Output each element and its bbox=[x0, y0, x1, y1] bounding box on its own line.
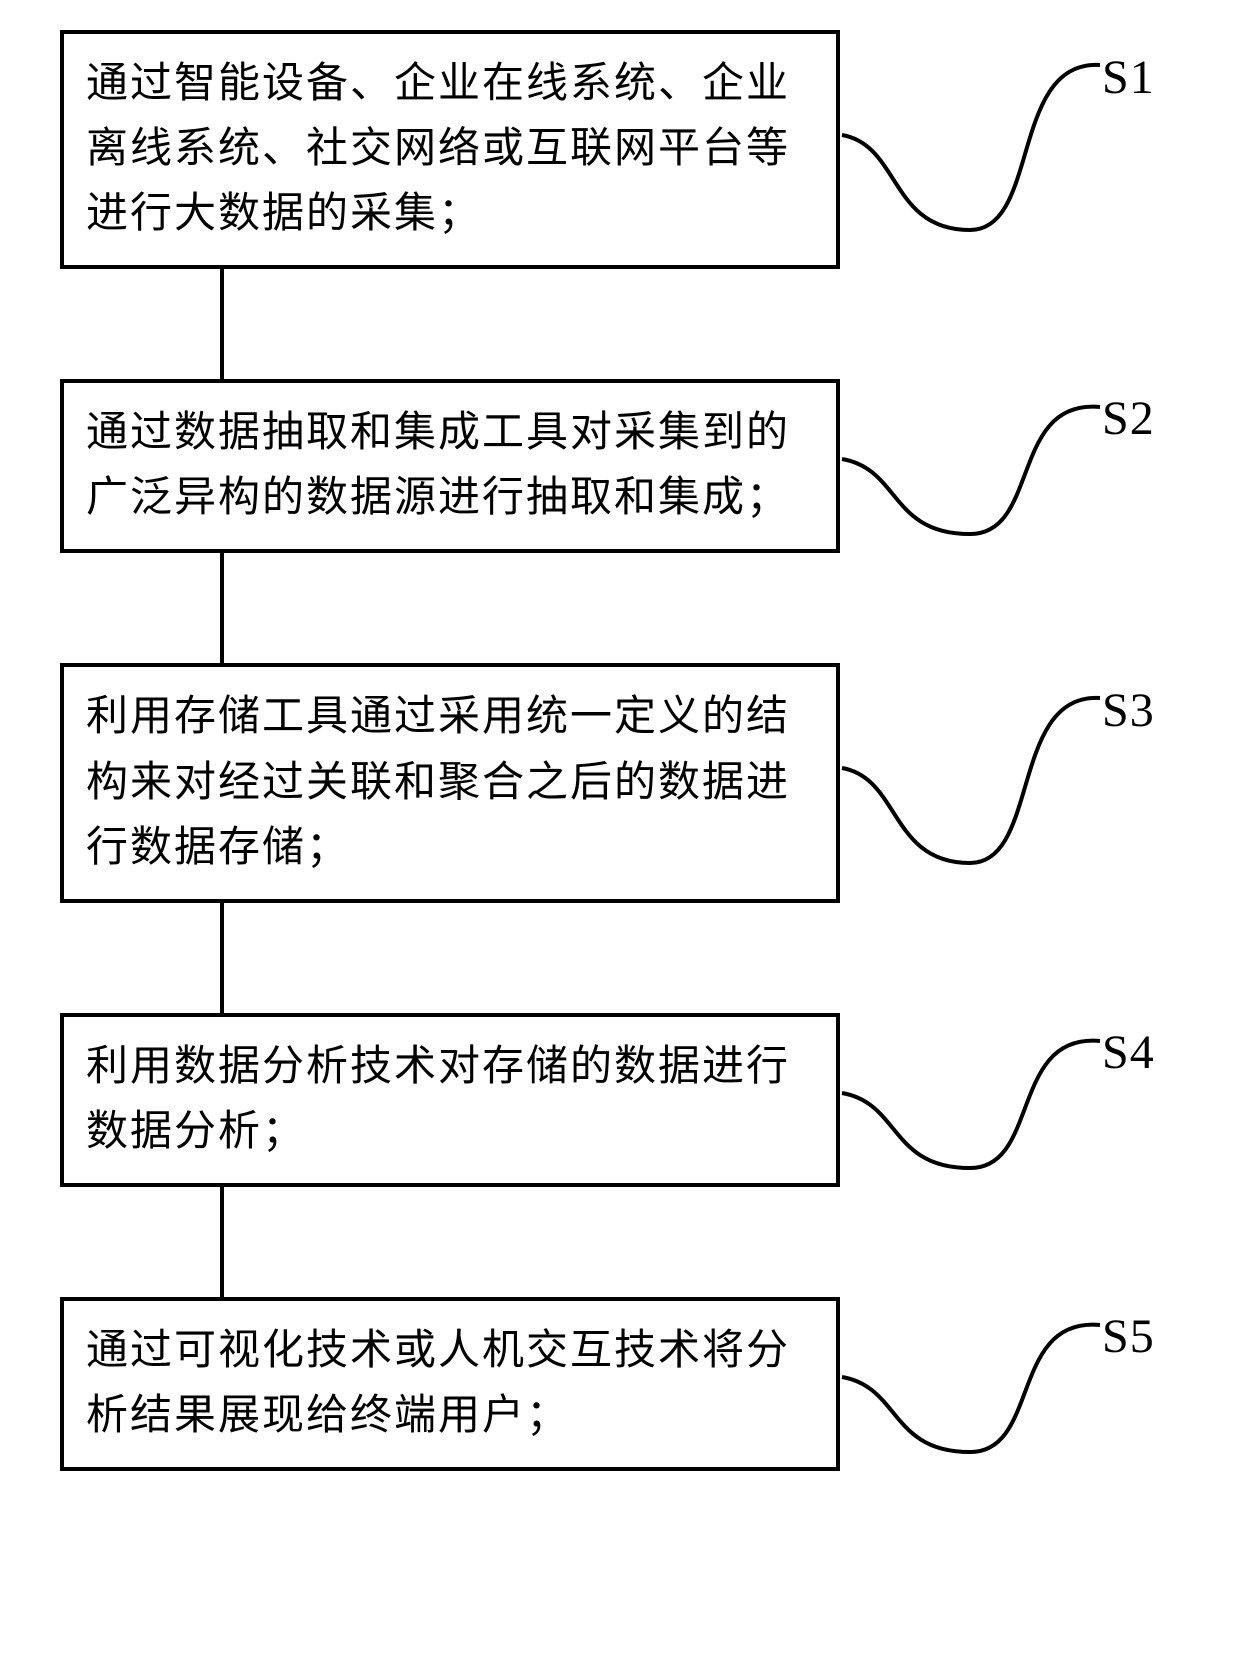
curve-connector-icon bbox=[840, 1013, 1120, 1173]
connector bbox=[220, 269, 224, 379]
flowchart-container: 通过智能设备、企业在线系统、企业离线系统、社交网络或互联网平台等进行大数据的采集… bbox=[60, 30, 1180, 1471]
step-label: S4 bbox=[1102, 1025, 1155, 1080]
step-text: 通过数据抽取和集成工具对采集到的广泛异构的数据源进行抽取和集成； bbox=[86, 401, 814, 531]
curve-connector-icon bbox=[840, 1297, 1120, 1457]
step-s1: 通过智能设备、企业在线系统、企业离线系统、社交网络或互联网平台等进行大数据的采集… bbox=[60, 30, 1180, 269]
step-box: 通过智能设备、企业在线系统、企业离线系统、社交网络或互联网平台等进行大数据的采集… bbox=[60, 30, 840, 269]
step-label-wrap: S5 bbox=[840, 1297, 1180, 1471]
step-s5: 通过可视化技术或人机交互技术将分析结果展现给终端用户； S5 bbox=[60, 1297, 1180, 1471]
step-label: S3 bbox=[1102, 683, 1155, 738]
curve-connector-icon bbox=[840, 663, 1120, 873]
step-box: 通过数据抽取和集成工具对采集到的广泛异构的数据源进行抽取和集成； bbox=[60, 379, 840, 553]
step-label: S5 bbox=[1102, 1309, 1155, 1364]
connector bbox=[220, 903, 224, 1013]
step-s3: 利用存储工具通过采用统一定义的结构来对经过关联和聚合之后的数据进行数据存储； S… bbox=[60, 663, 1180, 902]
step-s2: 通过数据抽取和集成工具对采集到的广泛异构的数据源进行抽取和集成； S2 bbox=[60, 379, 1180, 553]
step-label: S2 bbox=[1102, 391, 1155, 446]
step-box: 通过可视化技术或人机交互技术将分析结果展现给终端用户； bbox=[60, 1297, 840, 1471]
step-box: 利用存储工具通过采用统一定义的结构来对经过关联和聚合之后的数据进行数据存储； bbox=[60, 663, 840, 902]
step-text: 通过可视化技术或人机交互技术将分析结果展现给终端用户； bbox=[86, 1319, 814, 1449]
curve-connector-icon bbox=[840, 30, 1120, 240]
step-label: S1 bbox=[1102, 50, 1155, 105]
connector bbox=[220, 553, 224, 663]
step-text: 利用存储工具通过采用统一定义的结构来对经过关联和聚合之后的数据进行数据存储； bbox=[86, 685, 814, 880]
step-label-wrap: S4 bbox=[840, 1013, 1180, 1187]
step-box: 利用数据分析技术对存储的数据进行数据分析； bbox=[60, 1013, 840, 1187]
step-label-wrap: S2 bbox=[840, 379, 1180, 553]
curve-connector-icon bbox=[840, 379, 1120, 539]
step-s4: 利用数据分析技术对存储的数据进行数据分析； S4 bbox=[60, 1013, 1180, 1187]
step-label-wrap: S3 bbox=[840, 663, 1180, 902]
step-label-wrap: S1 bbox=[840, 30, 1180, 269]
step-text: 利用数据分析技术对存储的数据进行数据分析； bbox=[86, 1035, 814, 1165]
step-text: 通过智能设备、企业在线系统、企业离线系统、社交网络或互联网平台等进行大数据的采集… bbox=[86, 52, 814, 247]
connector bbox=[220, 1187, 224, 1297]
